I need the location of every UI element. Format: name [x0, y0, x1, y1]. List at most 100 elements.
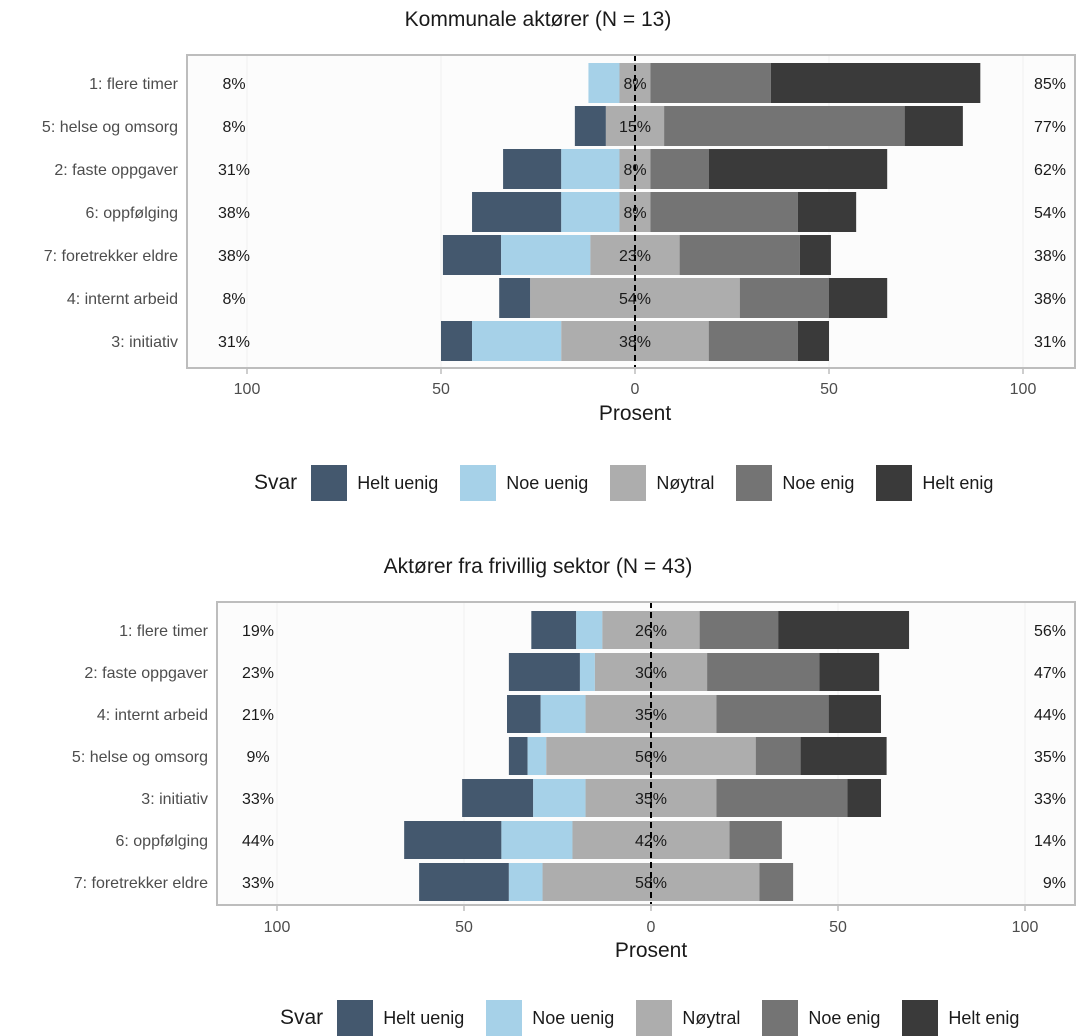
legend-key [311, 465, 348, 501]
bar-segment-helt-enig [828, 695, 882, 733]
category-label: 1: flere timer [89, 76, 179, 93]
panel-border [186, 54, 1076, 369]
bar-segment-helt-uenig [531, 611, 577, 649]
high-percent-label: 35% [1034, 749, 1066, 766]
low-percent-label: 8% [222, 291, 245, 308]
legend-key [636, 1000, 673, 1036]
low-percent-label: 21% [242, 707, 274, 724]
low-percent-label: 8% [222, 76, 245, 93]
low-percent-label: 44% [242, 833, 274, 850]
x-tick-label: 0 [631, 381, 640, 398]
legend-title: Svar [280, 1006, 324, 1029]
bar-segment-helt-uenig [503, 149, 562, 189]
bar-segment-helt-uenig [574, 106, 606, 146]
category-label: 5: helse og omsorg [42, 119, 178, 136]
low-percent-label: 38% [218, 205, 250, 222]
bar-segment-noe-enig [729, 821, 782, 859]
bar-segment-noe-uenig [579, 653, 595, 691]
legend-label: Nøytral [656, 472, 715, 493]
low-percent-label: 19% [242, 623, 274, 640]
legend-key [736, 465, 773, 501]
legend-label: Helt uenig [383, 1007, 465, 1028]
bar-segment-noe-uenig [527, 737, 547, 775]
legend-title: Svar [254, 471, 298, 494]
bar-segment-noe-uenig [533, 779, 586, 817]
x-axis-title: Prosent [615, 939, 688, 962]
legend-key [876, 465, 913, 501]
legend-item-noe-enig: Noe enig [736, 465, 864, 501]
legend-label: Helt enig [948, 1007, 1020, 1028]
legend-item-noytral: Nøytral [610, 465, 724, 501]
x-tick-label: 0 [647, 919, 656, 936]
low-percent-label: 9% [246, 749, 269, 766]
x-tick-label: 100 [264, 919, 291, 936]
category-label: 4: internt arbeid [67, 291, 178, 308]
bar-segment-noe-enig [707, 653, 820, 691]
bar-segment-noe-enig [708, 321, 798, 361]
bar-segment-noe-uenig [561, 192, 620, 232]
x-tick-label: 50 [820, 381, 838, 398]
bar-segment-helt-uenig [508, 737, 528, 775]
high-percent-label: 44% [1034, 707, 1066, 724]
bar-segment-noe-enig [650, 149, 709, 189]
bar-segment-helt-uenig [442, 235, 502, 275]
category-label: 7: foretrekker eldre [74, 875, 208, 892]
legend-item-helt-uenig: Helt uenig [337, 1000, 474, 1036]
category-label: 3: initiativ [141, 791, 208, 808]
chart-title: Aktører fra frivillig sektor (N = 43) [383, 555, 693, 578]
legend-item-helt-enig: Helt enig [876, 465, 1003, 501]
bar-segment-helt-uenig [419, 863, 509, 901]
bar-segment-noe-enig [679, 235, 800, 275]
category-label: 6: oppfølging [85, 205, 178, 222]
bar-segment-helt-uenig [508, 653, 580, 691]
low-percent-label: 31% [218, 162, 250, 179]
x-tick-label: 100 [1012, 919, 1039, 936]
bar-segment-helt-enig [800, 737, 887, 775]
legend-key [902, 1000, 939, 1036]
bar-segment-helt-enig [847, 779, 882, 817]
chart-legend: Svar Helt uenig Noe uenig Nøytral Noe en… [254, 465, 1015, 501]
bar-segment-helt-uenig [507, 695, 541, 733]
chart-legend: Svar Helt uenig Noe uenig Nøytral Noe en… [280, 1000, 1041, 1036]
legend-key [762, 1000, 799, 1036]
high-percent-label: 31% [1034, 334, 1066, 351]
high-percent-label: 54% [1034, 205, 1066, 222]
category-label: 2: faste oppgaver [54, 162, 178, 179]
neutral-percent-label: 26% [635, 623, 667, 640]
x-tick-label: 50 [829, 919, 847, 936]
bar-segment-noe-enig [759, 863, 794, 901]
chart-panel-frivillig: Aktører fra frivillig sektor (N = 43) 1:… [0, 545, 1076, 1036]
bar-group [441, 63, 981, 361]
high-percent-label: 77% [1034, 119, 1066, 136]
x-tick-label: 100 [234, 381, 261, 398]
high-percent-label: 14% [1034, 833, 1066, 850]
legend-item-noytral: Nøytral [636, 1000, 750, 1036]
neutral-percent-label: 42% [635, 833, 667, 850]
bar-segment-noe-uenig [561, 149, 620, 189]
x-tick-label: 50 [455, 919, 473, 936]
category-label: 3: initiativ [111, 334, 178, 351]
low-percent-label: 23% [242, 665, 274, 682]
bar-segment-noe-enig [699, 611, 779, 649]
legend-item-helt-enig: Helt enig [902, 1000, 1029, 1036]
bar-segment-noe-uenig [576, 611, 603, 649]
legend-item-noe-uenig: Noe uenig [460, 465, 598, 501]
chart-title: Kommunale aktører (N = 13) [404, 8, 672, 31]
bar-segment-helt-uenig [462, 779, 534, 817]
legend-key [460, 465, 497, 501]
bar-segment-noe-enig [716, 779, 848, 817]
legend-item-helt-uenig: Helt uenig [311, 465, 448, 501]
bar-segment-noe-uenig [501, 821, 573, 859]
bar-segment-noe-enig [650, 63, 771, 103]
x-axis-title: Prosent [599, 402, 672, 425]
legend-label: Noe enig [808, 1007, 881, 1028]
bar-segment-helt-uenig [441, 321, 473, 361]
high-percent-label: 62% [1034, 162, 1066, 179]
legend-key [486, 1000, 523, 1036]
legend-label: Noe enig [782, 472, 855, 493]
bar-segment-helt-uenig [499, 278, 531, 318]
bar-segment-helt-enig [778, 611, 910, 649]
bar-segment-noe-enig [664, 106, 905, 146]
legend-key [610, 465, 647, 501]
category-label: 2: faste oppgaver [84, 665, 208, 682]
